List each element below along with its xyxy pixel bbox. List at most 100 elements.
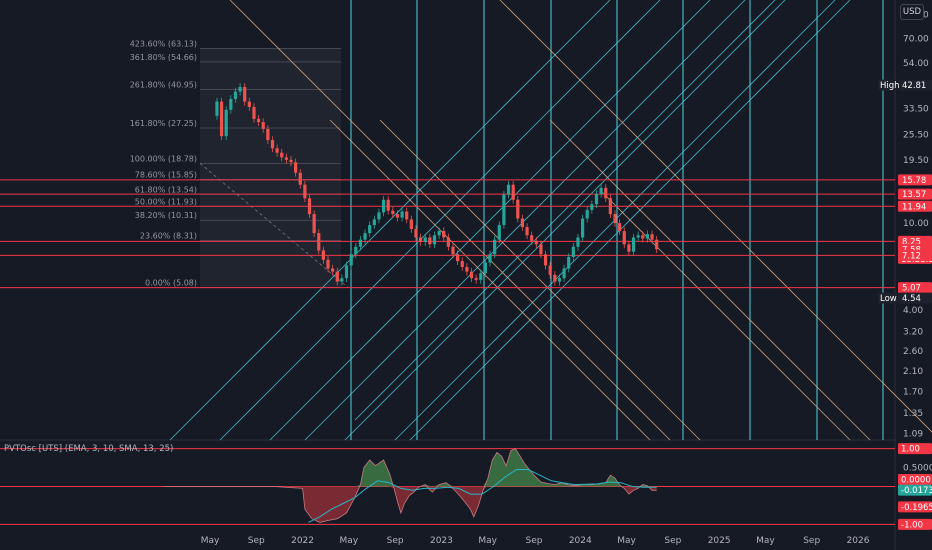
- fib-label: 261.80% (40.95): [130, 80, 197, 89]
- badge-tag: [878, 292, 897, 304]
- fib-label: 100.00% (18.78): [130, 154, 197, 163]
- candle-up: [358, 239, 363, 247]
- candle-up: [562, 268, 566, 279]
- candle-down: [303, 184, 307, 199]
- candle-down: [261, 122, 265, 129]
- candle-down: [428, 237, 432, 245]
- candle-down: [520, 218, 525, 228]
- fib-label: 161.80% (27.25): [130, 119, 197, 128]
- candle-down: [307, 198, 312, 215]
- osc-badge: [898, 474, 932, 485]
- candle-down: [511, 184, 515, 200]
- time-tick-label: May: [340, 536, 359, 546]
- fib-label: 23.60% (8.31): [140, 232, 197, 241]
- osc-badge-text: -1.00: [901, 520, 923, 530]
- candle-down: [446, 237, 450, 247]
- oscillator-pane[interactable]: 0.5000-0.50001.000.0000-0.0173-0.1965-1.…: [0, 443, 932, 530]
- candle-down: [419, 237, 423, 242]
- price-badge-text: 11.94: [902, 202, 926, 212]
- candle-down: [405, 211, 409, 220]
- price-badge: [898, 200, 932, 212]
- time-tick-label: Sep: [387, 536, 404, 546]
- candle-up: [479, 273, 483, 280]
- price-tick-label: 33.50: [903, 104, 929, 114]
- candle-up: [488, 254, 492, 263]
- candle-up: [645, 234, 649, 239]
- candle-up: [506, 184, 511, 195]
- candle-up: [590, 204, 594, 210]
- price-badge-text: 15.78: [902, 176, 926, 186]
- candle-down: [391, 210, 395, 215]
- price-badge: [898, 282, 932, 294]
- candle-down: [613, 214, 617, 224]
- time-tick-label: Sep: [526, 536, 543, 546]
- price-badge-text: 5.07: [902, 284, 921, 294]
- candle-down: [465, 266, 469, 272]
- candle-down: [655, 239, 659, 250]
- candle-down: [243, 86, 247, 102]
- cycle-vertical-lines[interactable]: [350, 0, 884, 440]
- price-badge-text: 13.57: [902, 190, 926, 200]
- price-badge: [898, 188, 932, 200]
- time-axis[interactable]: May Sep 2022 May Sep 2023 May Sep 2024 May Sep 2025…: [201, 536, 870, 546]
- candle-down: [294, 162, 298, 173]
- candle-up: [349, 254, 353, 266]
- candle-down: [451, 246, 455, 255]
- candle-down: [252, 107, 256, 119]
- badge-tag: [878, 79, 897, 91]
- price-badge: [898, 292, 932, 304]
- price-tick-label: 4.00: [903, 306, 923, 316]
- fib-label: 78.60% (15.85): [135, 170, 197, 179]
- candle-up: [576, 237, 580, 247]
- price-tick-label: 1.35: [903, 409, 923, 419]
- currency-label[interactable]: USD: [900, 4, 924, 20]
- time-tick-label: Sep: [248, 536, 265, 546]
- osc-signal-line: [308, 469, 657, 523]
- candle-up: [594, 193, 599, 205]
- candle-up: [377, 212, 381, 220]
- candle-down: [317, 233, 321, 251]
- rising-channel-line: [169, 0, 611, 441]
- osc-badge: [898, 484, 932, 496]
- osc-positive-area: [163, 448, 657, 487]
- rising-channel-line: [269, 0, 711, 441]
- candle-down: [321, 250, 325, 260]
- candle-down: [298, 172, 302, 185]
- candle-up: [557, 278, 562, 282]
- price-tick-label: 3.20: [903, 327, 923, 337]
- candle-up: [224, 109, 228, 137]
- time-tick-label: 2025: [708, 536, 731, 546]
- fib-zone: [200, 48, 341, 288]
- price-tick-label: 25.50: [903, 130, 929, 140]
- candle-down: [539, 244, 543, 255]
- badge-tag-text: High: [880, 81, 900, 91]
- fib-trend-line: [199, 163, 349, 288]
- price-badge-text: 42.81: [902, 81, 926, 91]
- rising-channel-line: [354, 0, 776, 421]
- candle-up: [368, 225, 372, 234]
- price-tick-label: 54.00: [903, 59, 929, 69]
- osc-badge-text: -0.0173: [901, 486, 932, 496]
- osc-badge-text: 1.00: [901, 445, 920, 455]
- time-tick-label: May: [617, 536, 636, 546]
- falling-channel-line: [229, 0, 671, 441]
- support-resistance-levels[interactable]: [0, 179, 895, 289]
- candle-down: [442, 231, 446, 238]
- candle-down: [326, 259, 330, 269]
- price-tick-label: 2.60: [903, 347, 923, 357]
- falling-channel-line: [599, 189, 851, 441]
- time-tick-label: 2026: [847, 536, 870, 546]
- falling-channel-line: [549, 119, 871, 441]
- candle-up: [585, 209, 589, 219]
- candle-down: [604, 187, 608, 199]
- candle-down: [650, 234, 654, 240]
- candle-up: [432, 235, 437, 245]
- oscillator-title[interactable]: PVTOsc [UTS] (EMA, 3, 10, SMA, 13, 25): [4, 444, 173, 454]
- time-tick-label: May: [201, 536, 220, 546]
- candle-down: [469, 271, 474, 279]
- candle-up: [340, 278, 344, 282]
- candle-down: [289, 159, 293, 163]
- osc-badge: [898, 501, 932, 513]
